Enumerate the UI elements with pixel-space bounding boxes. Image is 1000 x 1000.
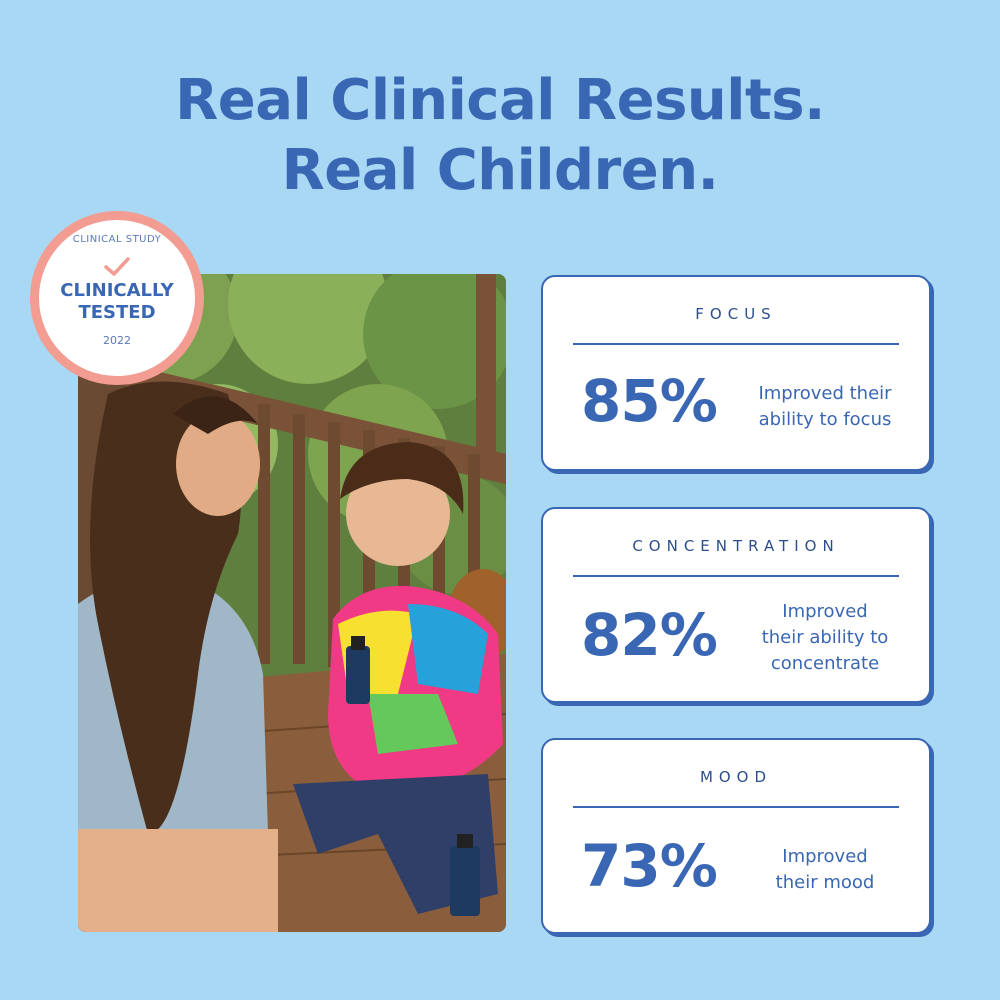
photo-illustration xyxy=(78,274,506,932)
stat-percent: 85% xyxy=(581,367,718,435)
stat-divider xyxy=(573,343,899,345)
badge-line-2: TESTED xyxy=(78,302,156,323)
headline-line-1: Real Clinical Results. xyxy=(175,68,825,133)
clinically-tested-badge: CLINICAL STUDY CLINICALLY TESTED 2022 xyxy=(30,211,204,385)
stat-title: FOCUS xyxy=(695,305,777,323)
stat-description: Improved their mood xyxy=(739,844,911,896)
check-icon xyxy=(104,257,130,276)
stat-card-concentration: CONCENTRATION 82% Improved their ability… xyxy=(541,507,931,703)
stat-description-line: their mood xyxy=(775,872,875,893)
product-photo xyxy=(78,274,506,932)
stat-card-focus: FOCUS 85% Improved their ability to focu… xyxy=(541,275,931,471)
stat-description: Improved their ability to focus xyxy=(739,381,911,433)
stat-description-line: their ability to xyxy=(761,627,889,648)
badge-top-text: CLINICAL STUDY xyxy=(72,234,162,245)
stat-description-line: concentrate xyxy=(770,653,880,674)
stat-description: Improved their ability to concentrate xyxy=(739,599,911,677)
stat-description-line: Improved xyxy=(782,846,868,867)
headline: Real Clinical Results. Real Children. xyxy=(0,66,1000,206)
stat-description-line: ability to focus xyxy=(758,409,892,430)
stat-divider xyxy=(573,806,899,808)
stat-title: CONCENTRATION xyxy=(632,537,840,555)
headline-line-2: Real Children. xyxy=(281,138,719,203)
badge-line-1: CLINICALLY xyxy=(60,280,174,301)
stat-description-line: Improved xyxy=(782,601,868,622)
stat-card-mood: MOOD 73% Improved their mood xyxy=(541,738,931,934)
stat-title: MOOD xyxy=(699,768,773,786)
stat-description-line: Improved their xyxy=(758,383,892,404)
badge-year: 2022 xyxy=(103,334,131,347)
badge-inner: CLINICAL STUDY CLINICALLY TESTED 2022 xyxy=(39,220,195,376)
stat-divider xyxy=(573,575,899,577)
stat-percent: 73% xyxy=(581,832,718,900)
badge-main-text: CLINICALLY TESTED xyxy=(39,280,195,324)
stat-percent: 82% xyxy=(581,601,718,669)
